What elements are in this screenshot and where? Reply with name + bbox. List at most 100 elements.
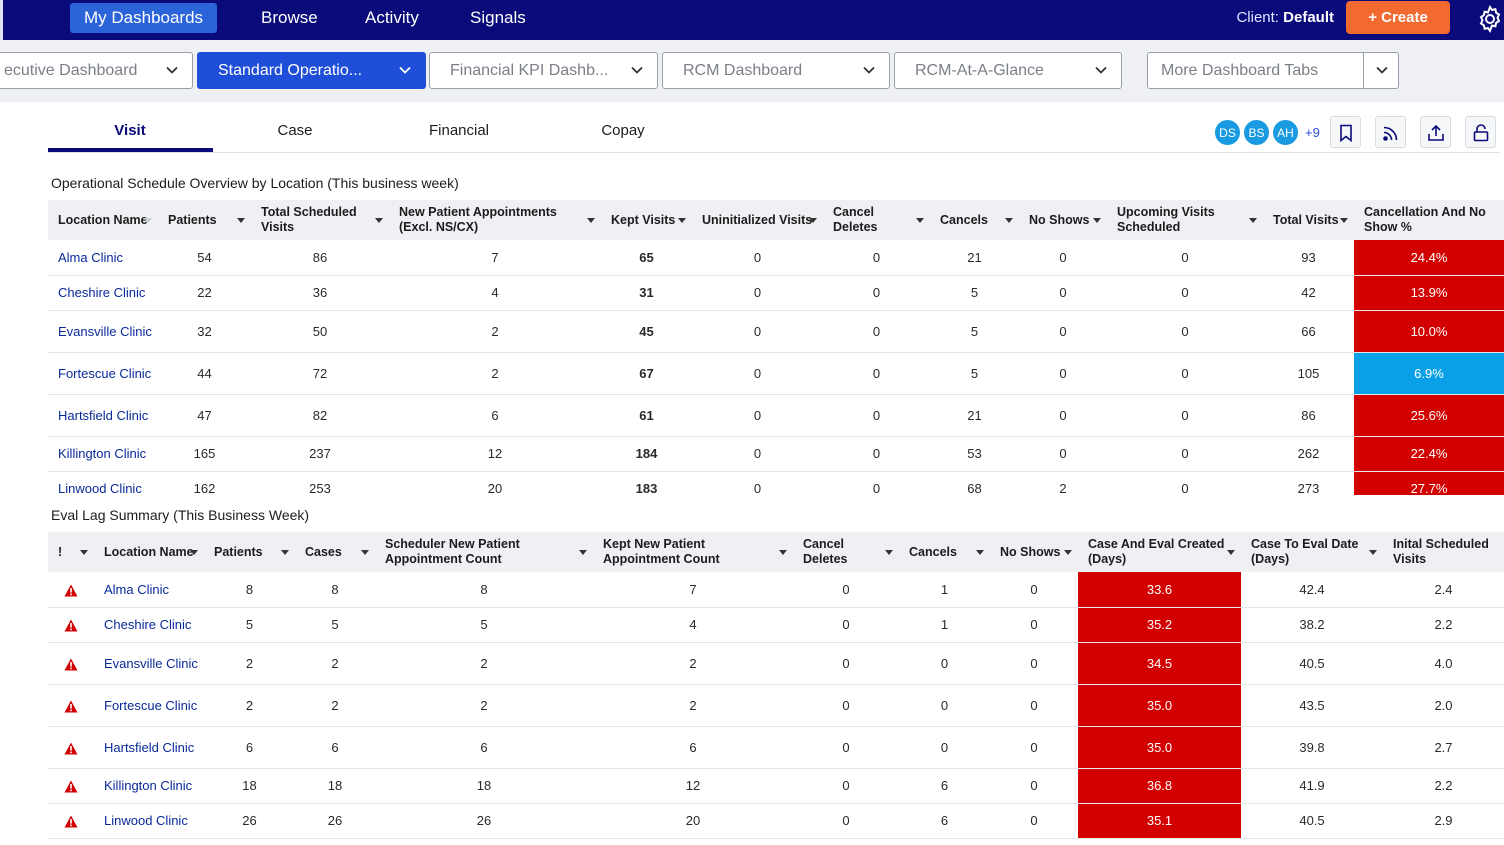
column-header-location-name[interactable]: Location Name [48, 200, 158, 240]
dashboard-tab-standard-operations[interactable]: Standard Operatio... [197, 52, 426, 89]
alert-cell [48, 768, 94, 804]
column-header-cancels[interactable]: Cancels [899, 532, 990, 572]
column-header-upcoming-visits-scheduled[interactable]: Upcoming Visits Scheduled [1107, 200, 1263, 240]
column-header-patients[interactable]: Patients [158, 200, 251, 240]
column-header-cancellation-and-no-show[interactable]: Cancellation And No Show % [1354, 200, 1504, 240]
sort-icon[interactable] [281, 550, 289, 555]
column-header-location-name[interactable]: Location Name [94, 532, 204, 572]
sort-icon[interactable] [1369, 550, 1377, 555]
nav-my-dashboards[interactable]: My Dashboards [70, 3, 218, 33]
gear-icon[interactable] [1475, 4, 1504, 34]
create-button[interactable]: + Create [1346, 1, 1450, 34]
column-header-no-shows[interactable]: No Shows [990, 532, 1078, 572]
sort-icon[interactable] [190, 550, 198, 555]
table-cell: 0 [692, 310, 823, 353]
tab-visit[interactable]: Visit [114, 122, 146, 139]
column-header-cancel-deletes[interactable]: Cancel Deletes [793, 532, 899, 572]
nav-signals[interactable]: Signals [470, 8, 526, 27]
sort-icon[interactable] [237, 218, 245, 223]
sort-icon[interactable] [1249, 218, 1257, 223]
cancel-noshow-pct-cell: 25.6% [1354, 394, 1504, 437]
sort-icon[interactable] [579, 550, 587, 555]
location-link[interactable]: Evansville Clinic [94, 642, 204, 685]
nav-browse[interactable]: Browse [261, 8, 318, 27]
location-link[interactable]: Hartsfield Clinic [48, 394, 158, 437]
sort-icon[interactable] [144, 218, 152, 223]
table-cell: 0 [692, 471, 823, 495]
sort-icon[interactable] [809, 218, 817, 223]
table-cell: 40.5 [1241, 642, 1383, 685]
sort-icon[interactable] [885, 550, 893, 555]
sort-icon[interactable] [1227, 550, 1235, 555]
cancel-noshow-pct-cell: 27.7% [1354, 471, 1504, 495]
sort-icon[interactable] [1005, 218, 1013, 223]
dashboard-tab-financial-kpi[interactable]: Financial KPI Dashb... [429, 52, 658, 89]
avatar[interactable]: DS [1214, 119, 1241, 146]
table-cell: 18 [204, 768, 295, 804]
location-link[interactable]: Cheshire Clinic [48, 275, 158, 311]
column-header-kept-new-patient-appointment-count[interactable]: Kept New Patient Appointment Count [593, 532, 793, 572]
location-link[interactable]: Linwood Clinic [94, 803, 204, 839]
column-header-cancels[interactable]: Cancels [930, 200, 1019, 240]
column-header-cancel-deletes[interactable]: Cancel Deletes [823, 200, 930, 240]
more-viewers-count[interactable]: +9 [1305, 125, 1320, 140]
location-link[interactable]: Killington Clinic [94, 768, 204, 804]
location-link[interactable]: Linwood Clinic [48, 471, 158, 495]
sort-icon[interactable] [976, 550, 984, 555]
column-header-total-visits[interactable]: Total Visits [1263, 200, 1354, 240]
sort-icon[interactable] [80, 550, 88, 555]
table-cell: 2 [389, 310, 601, 353]
location-link[interactable]: Evansville Clinic [48, 310, 158, 353]
tab-copay[interactable]: Copay [601, 122, 645, 139]
lock-button[interactable] [1465, 116, 1496, 148]
column-header-scheduler-new-patient-appointment-count[interactable]: Scheduler New Patient Appointment Count [375, 532, 593, 572]
sort-icon[interactable] [1340, 218, 1348, 223]
column-header-case-to-eval-date-days[interactable]: Case To Eval Date (Days) [1241, 532, 1383, 572]
tab-financial[interactable]: Financial [428, 122, 490, 139]
dashboard-tab-rcm-at-a-glance[interactable]: RCM-At-A-Glance [894, 52, 1122, 89]
column-header-cases[interactable]: Cases [295, 532, 375, 572]
nav-activity[interactable]: Activity [365, 8, 419, 27]
operational-schedule-table-container[interactable]: Location Name Patients Total Scheduled Vis… [48, 200, 1504, 495]
location-link[interactable]: Alma Clinic [48, 240, 158, 276]
table-cell: 5 [930, 275, 1019, 311]
location-link[interactable]: Cheshire Clinic [94, 607, 204, 643]
location-link[interactable]: Fortescue Clinic [94, 684, 204, 727]
column-header-uninitialized-visits[interactable]: Uninitialized Visits [692, 200, 823, 240]
table-cell: 6 [204, 726, 295, 769]
dashboard-tab-rcm[interactable]: RCM Dashboard [662, 52, 890, 89]
sort-icon[interactable] [361, 550, 369, 555]
column-header-new-patient-appointments-excl-ns-cx[interactable]: New Patient Appointments (Excl. NS/CX) [389, 200, 601, 240]
column-header-label: Cancellation And No Show % [1364, 205, 1486, 234]
more-dashboard-tabs-dropdown[interactable]: More Dashboard Tabs [1147, 52, 1399, 89]
sort-icon[interactable] [1064, 550, 1072, 555]
table-cell: 253 [251, 471, 389, 495]
sort-icon[interactable] [916, 218, 924, 223]
sort-icon[interactable] [587, 218, 595, 223]
avatar[interactable]: AH [1272, 119, 1299, 146]
table-cell: 0 [899, 726, 990, 769]
eval-lag-table-container[interactable]: ! Location Name Patients Cases Scheduler New… [48, 532, 1504, 845]
location-link[interactable]: Hartsfield Clinic [94, 726, 204, 769]
sort-icon[interactable] [375, 218, 383, 223]
column-header-kept-visits[interactable]: Kept Visits [601, 200, 692, 240]
subscribe-button[interactable] [1375, 116, 1406, 148]
avatar[interactable]: BS [1243, 119, 1270, 146]
column-header-no-shows[interactable]: No Shows [1019, 200, 1107, 240]
column-header-patients[interactable]: Patients [204, 532, 295, 572]
dashboard-tab-executive[interactable]: ecutive Dashboard [0, 52, 193, 89]
column-header-inital-scheduled-visits[interactable]: Inital Scheduled Visits [1383, 532, 1504, 572]
sort-icon[interactable] [779, 550, 787, 555]
location-link[interactable]: Alma Clinic [94, 572, 204, 608]
sort-icon[interactable] [1093, 218, 1101, 223]
case-eval-created-cell: 35.0 [1078, 726, 1241, 769]
column-header-total-scheduled-visits[interactable]: Total Scheduled Visits [251, 200, 389, 240]
column-header-alert[interactable]: ! [48, 532, 94, 572]
share-button[interactable] [1420, 116, 1451, 148]
column-header-case-and-eval-created-days[interactable]: Case And Eval Created (Days) [1078, 532, 1241, 572]
tab-case[interactable]: Case [277, 122, 313, 139]
location-link[interactable]: Fortescue Clinic [48, 352, 158, 395]
location-link[interactable]: Killington Clinic [48, 436, 158, 472]
sort-icon[interactable] [678, 218, 686, 223]
bookmark-button[interactable] [1330, 116, 1361, 148]
